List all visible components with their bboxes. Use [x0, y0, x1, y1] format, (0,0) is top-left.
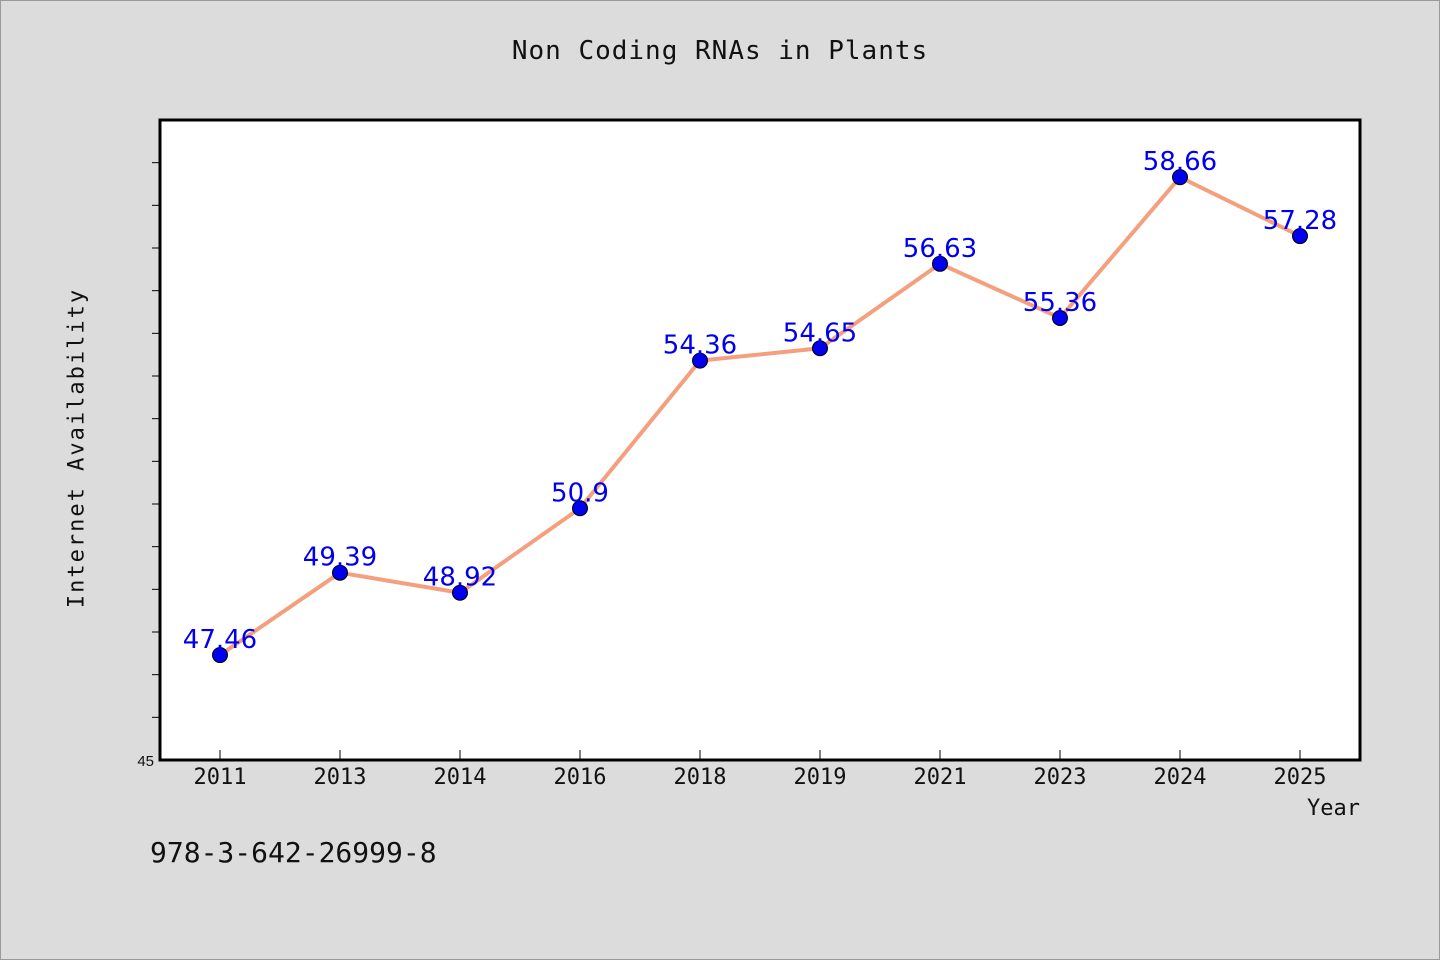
- data-labels: 47.46 49.39 48.92 50.9 54.36 54.65 56.63 55.36 5…: [183, 147, 1337, 655]
- data-label: 50.9: [551, 478, 609, 508]
- footer-code: 978-3-642-26999-8: [150, 836, 437, 869]
- data-label: 57.28: [1263, 206, 1337, 236]
- data-label: 55.36: [1023, 288, 1097, 318]
- data-point: [572, 500, 588, 517]
- plot-area: [158, 118, 1362, 762]
- data-point: [692, 352, 708, 369]
- data-label: 54.36: [663, 331, 737, 361]
- data-label: 56.63: [903, 234, 977, 264]
- data-label: 54.65: [783, 318, 857, 348]
- x-tick-label: 2018: [674, 765, 727, 790]
- x-axis-tick-labels: 2011 2013 2014 2016 2018 2019 2021 2023 2024 2025: [194, 765, 1327, 790]
- y-axis-ticks: [152, 162, 160, 718]
- x-tick-label: 2024: [1154, 765, 1207, 790]
- data-point: [1052, 309, 1068, 326]
- y-axis-tick-labels: 45: [137, 753, 154, 770]
- x-tick-label: 2025: [1274, 765, 1327, 790]
- chart-title: Non Coding RNAs in Plants: [511, 36, 929, 66]
- x-axis-label: Year: [1307, 796, 1360, 821]
- x-tick-label: 2013: [314, 765, 367, 790]
- data-label: 58.66: [1143, 147, 1217, 177]
- x-tick-label: 2019: [794, 765, 847, 790]
- data-point: [212, 647, 228, 664]
- x-tick-label: 2014: [434, 765, 487, 790]
- x-tick-label: 2011: [194, 765, 247, 790]
- data-point: [1292, 228, 1308, 245]
- x-tick-label: 2016: [554, 765, 607, 790]
- data-markers: [212, 169, 1308, 664]
- x-tick-label: 2021: [914, 765, 967, 790]
- y-tick-label: 45: [137, 753, 154, 770]
- data-label: 48.92: [423, 563, 497, 593]
- data-point: [932, 255, 948, 272]
- data-point: [1172, 169, 1188, 186]
- x-tick-label: 2023: [1034, 765, 1087, 790]
- x-axis-ticks: [219, 750, 1301, 760]
- data-point: [812, 340, 828, 357]
- series-line: [218, 175, 1301, 657]
- data-point: [332, 564, 348, 581]
- data-label: 47.46: [183, 625, 257, 655]
- data-label: 49.39: [303, 543, 377, 573]
- data-point: [452, 584, 468, 601]
